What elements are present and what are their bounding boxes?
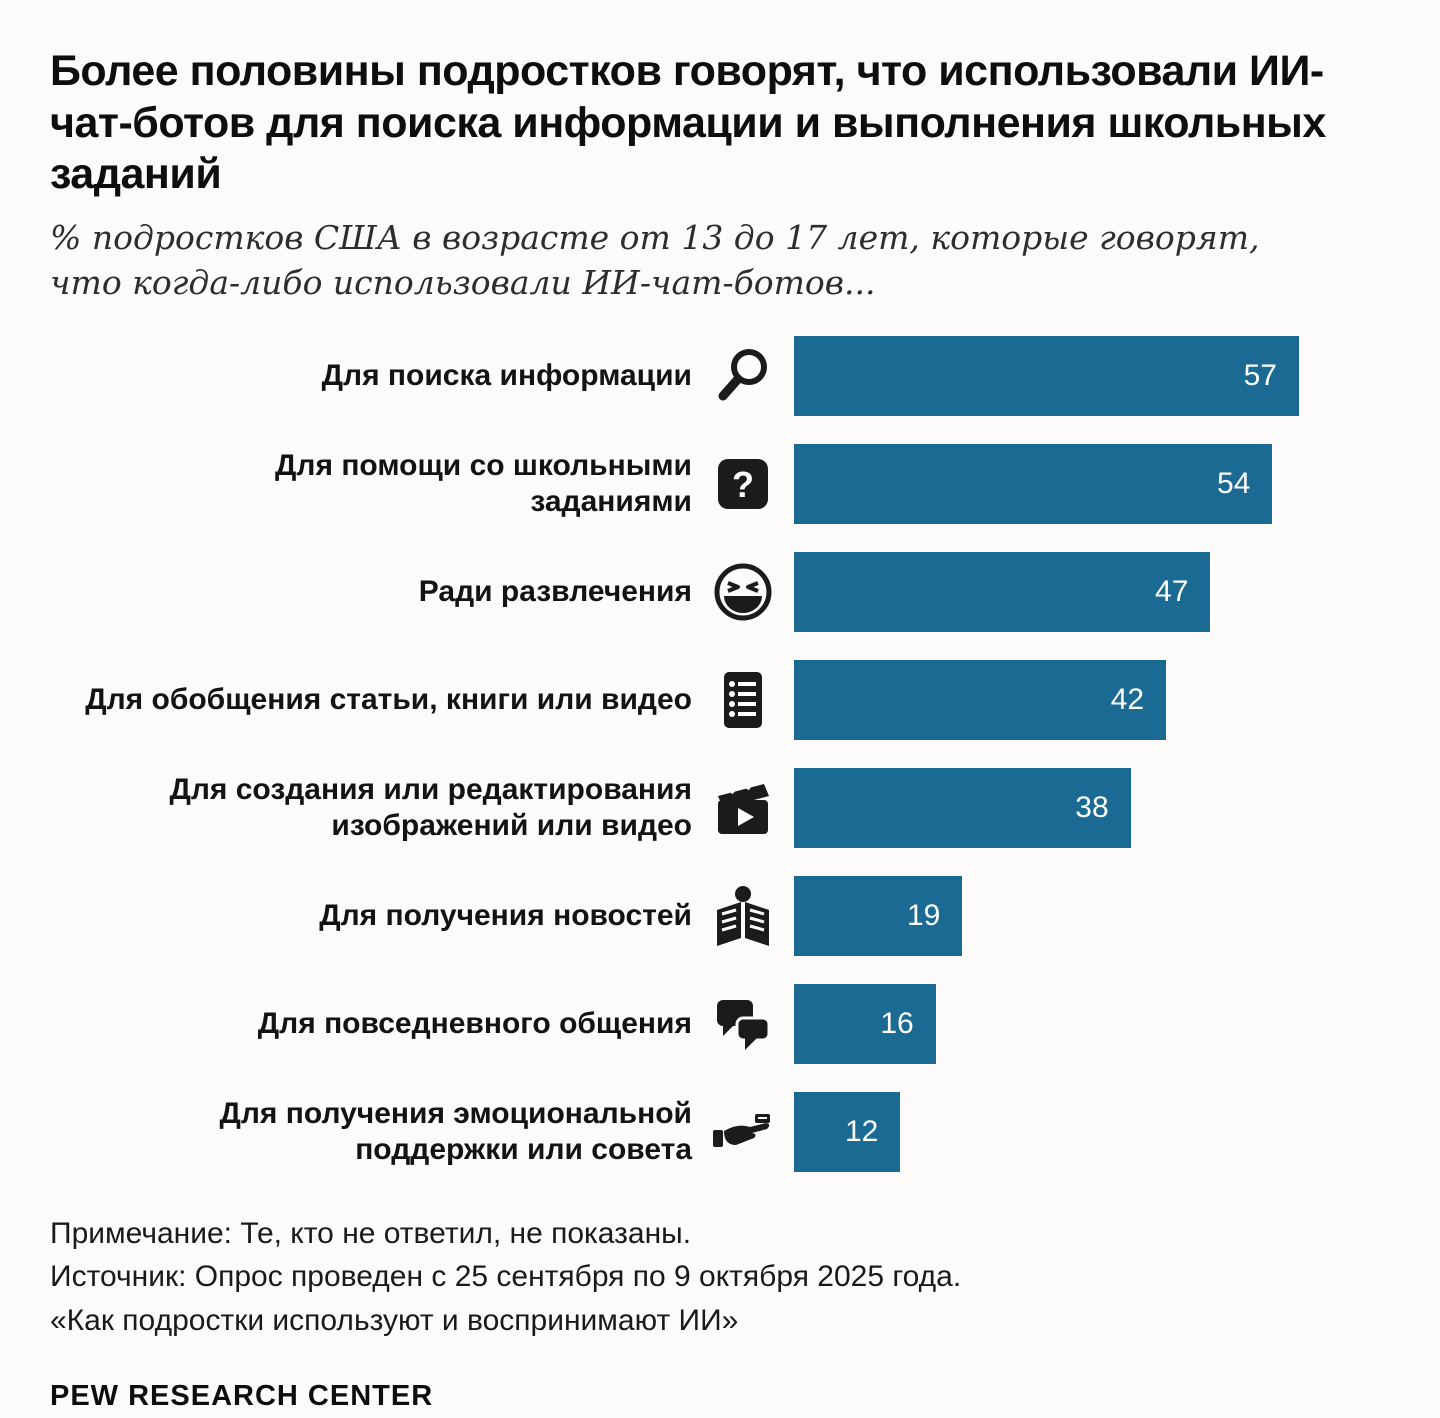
- bar-label: Для получения новостей: [319, 899, 692, 933]
- bar-value: 47: [1155, 574, 1189, 608]
- brand: PEW RESEARCH CENTER: [50, 1380, 434, 1413]
- bar-row: Для поиска информации 57: [50, 335, 1390, 416]
- giving-hand-icon: [692, 1100, 794, 1164]
- footnotes: Примечание: Те, кто не ответил, не показ…: [50, 1212, 1390, 1343]
- bar-label: Для обобщения статьи, книги или видео: [85, 683, 692, 717]
- bar-label: Для поиска информации: [321, 359, 692, 393]
- bar-value: 38: [1075, 790, 1109, 824]
- bar-track: 19: [794, 875, 1299, 956]
- bar-value: 12: [844, 1114, 879, 1148]
- bar-value: 57: [1243, 358, 1277, 392]
- bar: 19: [794, 875, 963, 956]
- bar: 16: [794, 983, 936, 1064]
- bar-row: Для повседневного общения 16: [50, 983, 1390, 1064]
- bar-chart: Для поиска информации 57 Для помощи со ш…: [50, 335, 1390, 1172]
- chat-bubbles-icon: [692, 992, 794, 1056]
- bar-label: Для создания или редактирования изображе…: [169, 773, 692, 842]
- bar-track: 47: [794, 551, 1299, 632]
- bar: 47: [794, 551, 1211, 632]
- magnifier-icon: [692, 344, 794, 408]
- question-box-icon: ?: [692, 452, 794, 516]
- bar: 12: [794, 1091, 901, 1172]
- chart-subtitle: % подростков США в возрасте от 13 до 17 …: [50, 217, 1260, 303]
- bar-row: Для помощи со школьными заданиями ? 54: [50, 443, 1390, 524]
- bar-value: 42: [1110, 682, 1145, 716]
- bar-row: Ради развлечения 47: [50, 551, 1390, 632]
- chart-title: Более половины подростков говорят, что и…: [50, 47, 1326, 199]
- svg-text:?: ?: [732, 464, 754, 505]
- source-text: Источник: Опрос проведен с 25 сентября п…: [50, 1260, 962, 1294]
- bar-track: 54: [794, 443, 1299, 524]
- bar-track: 16: [794, 983, 1299, 1064]
- clapperboard-icon: [692, 776, 794, 840]
- bar: 57: [794, 335, 1299, 416]
- bar: 42: [794, 659, 1167, 740]
- bar-track: 42: [794, 659, 1299, 740]
- list-document-icon: [692, 668, 794, 732]
- bar-value: 16: [880, 1006, 914, 1040]
- note-text: Примечание: Те, кто не ответил, не показ…: [50, 1216, 692, 1250]
- bar-row: Для получения новостей 19: [50, 875, 1390, 956]
- survey-title: «Как подростки используют и воспринимают…: [50, 1303, 739, 1337]
- bar-track: 38: [794, 767, 1299, 848]
- bar-label: Для помощи со школьными заданиями: [275, 449, 692, 518]
- bar: 38: [794, 767, 1131, 848]
- laughing-face-icon: [692, 560, 794, 624]
- bar-value: 19: [906, 898, 941, 932]
- bar-track: 57: [794, 335, 1299, 416]
- bar-track: 12: [794, 1091, 1299, 1172]
- bar-row: Для обобщения статьи, книги или видео 42: [50, 659, 1390, 740]
- bar-label: Ради развлечения: [418, 575, 692, 609]
- bar-label: Для повседневного общения: [257, 1007, 692, 1041]
- bar-row: Для получения эмоциональной поддержки ил…: [50, 1091, 1390, 1172]
- bar-value: 54: [1217, 466, 1251, 500]
- bar-row: Для создания или редактирования изображе…: [50, 767, 1390, 848]
- bar-label: Для получения эмоциональной поддержки ил…: [219, 1097, 692, 1166]
- newspaper-reader-icon: [692, 884, 794, 948]
- bar: 54: [794, 443, 1273, 524]
